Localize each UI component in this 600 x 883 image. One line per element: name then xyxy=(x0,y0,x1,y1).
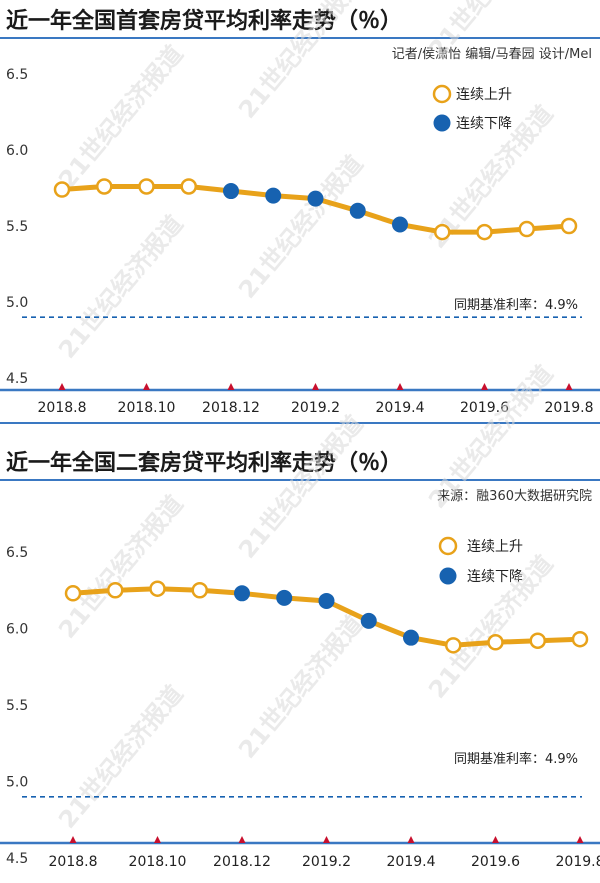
chart-2-point-2019.8 xyxy=(573,632,587,646)
chart-2-point-2019.6 xyxy=(489,635,503,649)
chart-1-y-tick-label: 6.5 xyxy=(6,67,28,83)
chart-1-point-2019.5 xyxy=(435,225,449,239)
chart-1-x-tick-mark xyxy=(143,383,150,390)
chart-2-x-tick-label: 2018.12 xyxy=(213,854,271,870)
chart-2-x-tick-label: 2019.6 xyxy=(471,854,520,870)
chart-1-point-2019.1 xyxy=(266,188,281,203)
chart-1-y-tick-label: 5.0 xyxy=(6,295,28,311)
chart-2-legend-rising-label: 连续上升 xyxy=(467,538,523,555)
chart-2-x-tick-label: 2018.10 xyxy=(129,854,187,870)
chart-1-point-2018.12 xyxy=(224,184,239,199)
chart-1-x-tick-label: 2018.12 xyxy=(202,400,260,416)
chart-2-legend-falling-marker xyxy=(440,568,457,585)
chart-2-point-2019.4 xyxy=(404,630,419,645)
chart-1-watermark-0: 21世纪经济报道 xyxy=(53,40,188,194)
chart-1-point-2018.10 xyxy=(140,179,154,193)
chart-2-legend-rising-marker xyxy=(440,538,456,554)
chart-2-y-tick-label: 5.0 xyxy=(6,775,28,791)
chart-1-point-2019.3 xyxy=(350,203,365,218)
chart-2-point-2018.12 xyxy=(235,586,250,601)
chart-2-x-tick-mark xyxy=(408,836,415,843)
chart-2-y-tick-label: 6.5 xyxy=(6,545,28,561)
chart-2-x-tick-label: 2019.8 xyxy=(556,854,600,870)
chart-2-watermark-4: 21世纪经济报道 xyxy=(233,610,368,764)
chart-1-point-2019.8 xyxy=(562,219,576,233)
chart-2-x-tick-mark xyxy=(492,836,499,843)
chart-2-point-2018.9 xyxy=(108,583,122,597)
chart-1-x-tick-mark xyxy=(228,383,235,390)
chart-1-x-tick-mark xyxy=(566,383,573,390)
chart-1-x-tick-label: 2019.8 xyxy=(545,400,594,416)
chart-1-legend-rising-label: 连续上升 xyxy=(456,86,512,103)
chart-2-x-tick-mark xyxy=(70,836,77,843)
chart-2-reference-label: 同期基准利率：4.9% xyxy=(454,751,578,767)
chart-2-point-2018.10 xyxy=(151,582,165,596)
chart-2-y-tick-label: 5.5 xyxy=(6,698,28,714)
chart-1-x-tick-label: 2018.10 xyxy=(118,400,176,416)
chart-1-point-2018.9 xyxy=(97,179,111,193)
chart-1-point-2019.2 xyxy=(308,191,323,206)
chart-2-point-2019.1 xyxy=(277,590,292,605)
chart-2-point-2018.8 xyxy=(66,586,80,600)
chart-1-legend-rising-marker xyxy=(434,86,450,102)
chart-1-x-tick-mark xyxy=(397,383,404,390)
chart-1-point-2019.4 xyxy=(393,217,408,232)
chart-2-x-tick-label: 2018.8 xyxy=(49,854,98,870)
chart-1-x-tick-mark xyxy=(312,383,319,390)
chart-2-watermark-1: 21世纪经济报道 xyxy=(233,410,368,564)
chart-1-point-2019.7 xyxy=(520,222,534,236)
chart-2-point-2019.3 xyxy=(361,613,376,628)
chart-1-legend-falling-marker xyxy=(434,115,451,132)
chart-1-y-tick-label: 4.5 xyxy=(6,371,28,387)
chart-2-x-tick-mark xyxy=(577,836,584,843)
chart-1-watermark-3: 21世纪经济报道 xyxy=(53,210,188,364)
chart-2-point-2019.7 xyxy=(531,634,545,648)
chart-2-x-tick-label: 2019.4 xyxy=(387,854,436,870)
chart-1-x-tick-label: 2018.8 xyxy=(38,400,87,416)
chart-1-y-tick-label: 5.5 xyxy=(6,219,28,235)
chart-2-watermark-0: 21世纪经济报道 xyxy=(53,490,188,644)
chart-2-point-2019.5 xyxy=(446,638,460,652)
chart-1-legend-falling-label: 连续下降 xyxy=(456,115,512,132)
chart-2-x-tick-label: 2019.2 xyxy=(302,854,351,870)
chart-2-y-tick-label: 4.5 xyxy=(6,851,28,867)
chart-1-x-tick-label: 2019.4 xyxy=(376,400,425,416)
chart-2-x-tick-mark xyxy=(239,836,246,843)
chart-1-x-tick-mark xyxy=(481,383,488,390)
chart-1-point-2018.8 xyxy=(55,183,69,197)
chart-2-y-tick-label: 6.0 xyxy=(6,622,28,638)
chart-2-watermark-3: 21世纪经济报道 xyxy=(53,680,188,834)
chart-1-reference-label: 同期基准利率：4.9% xyxy=(454,297,578,313)
chart-1-y-tick-label: 6.0 xyxy=(6,143,28,159)
chart-2-x-tick-mark xyxy=(323,836,330,843)
chart-2-point-2018.11 xyxy=(193,583,207,597)
chart-1-point-2018.11 xyxy=(182,179,196,193)
chart-2-x-tick-mark xyxy=(154,836,161,843)
chart-1-point-2019.6 xyxy=(478,225,492,239)
chart-1-watermark-4: 21世纪经济报道 xyxy=(233,150,368,304)
chart-1-x-tick-label: 2019.2 xyxy=(291,400,340,416)
chart-1-x-tick-mark xyxy=(59,383,66,390)
chart-1-credit: 记者/侯潇怡 编辑/马春园 设计/Mel xyxy=(392,47,592,62)
chart-2-point-2019.2 xyxy=(319,593,334,608)
